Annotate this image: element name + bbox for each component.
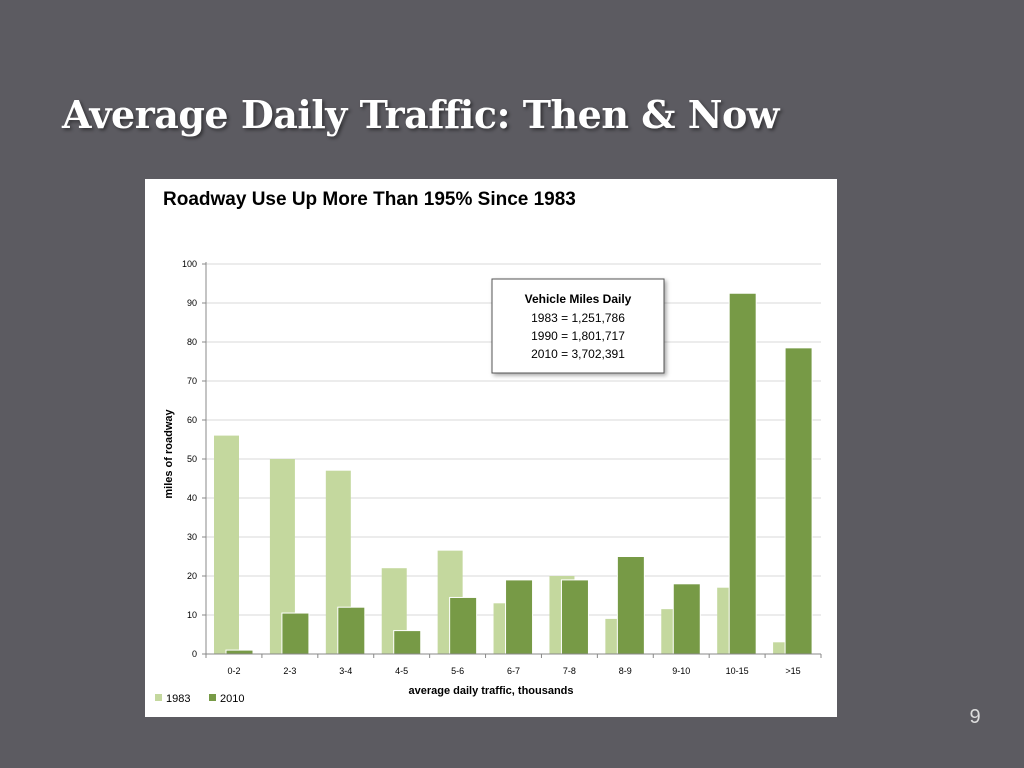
x-tick-label: 0-2: [227, 666, 240, 676]
y-axis-label: miles of roadway: [163, 408, 175, 498]
y-tick-label: 50: [187, 454, 197, 464]
y-tick-label: 30: [187, 532, 197, 542]
bar-2010: [672, 583, 701, 655]
axes: [205, 262, 821, 655]
bars: [214, 292, 813, 655]
y-tick-label: 20: [187, 571, 197, 581]
y-tick-label: 100: [182, 259, 197, 269]
annotation-box: Vehicle Miles Daily 1983 = 1,251,786 199…: [491, 278, 665, 374]
x-axis-label: average daily traffic, thousands: [408, 685, 573, 697]
x-axis-ticks: 0-2 2-3 3-4 4-5 5-6 6-7 7-8 8-9 9-10 10-15 >15: [205, 654, 822, 676]
annotation-heading: Vehicle Miles Daily: [525, 292, 632, 306]
x-tick-label: 4-5: [395, 666, 408, 676]
page-number: 9: [969, 706, 981, 728]
bar-2010: [505, 579, 534, 655]
bar-2010: [616, 556, 645, 655]
x-tick-label: 3-4: [339, 666, 352, 676]
y-tick-label: 70: [187, 376, 197, 386]
legend-label-2010: 2010: [220, 693, 244, 705]
bar-2010: [449, 596, 478, 655]
x-tick-label: 7-8: [563, 666, 576, 676]
x-tick-label: >15: [785, 666, 800, 676]
bar-2010: [393, 630, 422, 655]
x-tick-label: 5-6: [451, 666, 464, 676]
y-tick-label: 40: [187, 493, 197, 503]
annotation-line: 2010 = 3,702,391: [531, 347, 625, 361]
y-tick-label: 10: [187, 610, 197, 620]
legend-swatch-2010: [209, 694, 216, 701]
y-tick-label: 60: [187, 415, 197, 425]
annotation-line: 1990 = 1,801,717: [531, 329, 625, 343]
chart-title: Roadway Use Up More Than 195% Since 1983: [163, 189, 576, 210]
annotation-line: 1983 = 1,251,786: [531, 311, 625, 325]
legend-label-1983: 1983: [166, 693, 190, 705]
chart-panel: Roadway Use Up More Than 195% Since 1983…: [145, 179, 837, 717]
bar-chart: Roadway Use Up More Than 195% Since 1983…: [155, 189, 822, 705]
x-tick-label: 2-3: [283, 666, 296, 676]
legend-swatch-1983: [155, 694, 162, 701]
bar-2010: [784, 347, 813, 655]
y-tick-label: 80: [187, 337, 197, 347]
bar-2010: [281, 612, 310, 655]
y-tick-label: 90: [187, 298, 197, 308]
x-tick-label: 8-9: [619, 666, 632, 676]
bar-1983: [214, 435, 239, 654]
x-tick-label: 10-15: [726, 666, 749, 676]
bar-2010: [560, 579, 589, 655]
x-tick-label: 9-10: [672, 666, 690, 676]
legend: 1983 2010: [155, 693, 244, 705]
x-tick-label: 6-7: [507, 666, 520, 676]
slide-title: Average Daily Traffic: Then & Now: [62, 92, 780, 137]
bar-2010: [337, 606, 366, 655]
y-axis-ticks: 0 10 20 30 40 50 60 70 80 90 100: [182, 259, 206, 659]
bar-2010: [728, 292, 757, 655]
y-tick-label: 0: [192, 649, 197, 659]
bar-2010: [225, 649, 254, 655]
